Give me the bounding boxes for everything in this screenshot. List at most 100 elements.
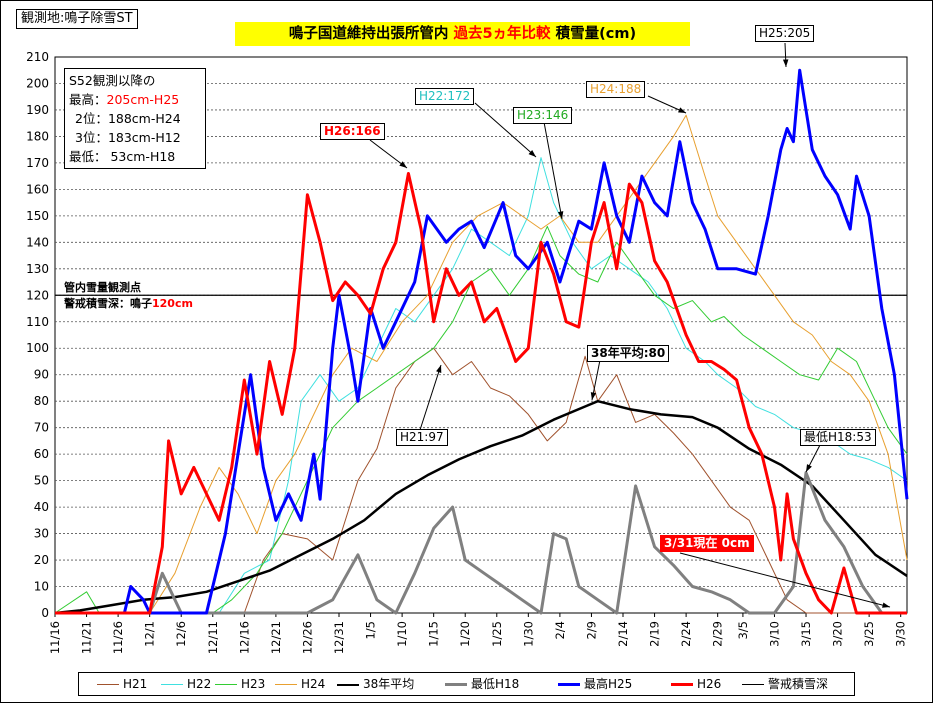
y-tick-label: 150 (26, 209, 49, 223)
legend-item-H22: H22 (161, 676, 211, 692)
legend-label: 警戒積雪深 (768, 677, 829, 691)
chart-legend: H21 H22 H23 H24 38年平均 最低H18 最高H25 H26 警戒積雪深 (78, 672, 855, 696)
x-tick-label: 3/10 (767, 621, 781, 647)
y-tick-label: 30 (34, 527, 49, 541)
legend-swatch (337, 683, 359, 686)
legend-swatch (558, 683, 580, 686)
y-tick-label: 200 (26, 76, 49, 90)
y-tick-label: 210 (26, 50, 49, 64)
legend-item-minH18: 最低H18 (445, 676, 519, 692)
arrow-h22-head (528, 149, 536, 157)
arrow-min-h18-head (806, 464, 812, 472)
legend-item-H24: H24 (275, 676, 325, 692)
callout-h24: H24:188 (586, 81, 646, 98)
threshold-line1: 管内雪量観測点 (64, 281, 141, 294)
x-tick-label: 12/11 (206, 621, 220, 654)
x-tick-label: 11/26 (111, 621, 125, 654)
legend-swatch (445, 683, 467, 686)
series-line-minH18 (55, 471, 907, 615)
legend-swatch (275, 684, 297, 685)
x-tick-label: 12/1 (143, 621, 157, 647)
title-metric: 積雪量(cm) (555, 26, 637, 42)
legend-label: H22 (187, 677, 212, 691)
x-tick-label: 12/16 (237, 621, 251, 654)
x-tick-label: 3/20 (831, 621, 845, 647)
arrow-h26 (369, 139, 408, 169)
callout-h22: H22:172 (415, 88, 475, 105)
threshold-value: 120cm (152, 297, 193, 310)
y-tick-label: 110 (26, 315, 49, 329)
stats-second: 2位：188cm-H24 (75, 111, 181, 126)
x-tick-label: 12/21 (269, 621, 283, 654)
legend-item-avg38: 38年平均 (337, 676, 414, 692)
x-tick-label: 1/25 (490, 621, 504, 647)
x-tick-label: 2/24 (679, 621, 693, 647)
y-tick-label: 170 (26, 156, 49, 170)
series-line-H24 (55, 114, 908, 614)
x-tick-label: 3/5 (736, 621, 750, 640)
y-tick-label: 130 (26, 262, 49, 276)
y-tick-label: 80 (34, 394, 49, 408)
stats-max-value: 205cm-H25 (106, 92, 180, 107)
y-tick-label: 40 (34, 500, 49, 514)
threshold-line2: 警戒積雪深：鳴子120cm (64, 296, 193, 312)
arrow-h23-head (557, 211, 564, 219)
legend-item-H21: H21 (97, 676, 147, 692)
title-main: 鳴子国道維持出張所管内 (288, 26, 449, 42)
threshold-annotation: 管内雪量観測点 警戒積雪深：鳴子120cm (64, 280, 193, 312)
y-tick-label: 180 (26, 129, 49, 143)
arrow-h22 (474, 102, 537, 158)
arrow-h26-head (399, 161, 407, 168)
callout-h26: H26:166 (320, 123, 385, 140)
y-tick-label: 120 (26, 288, 49, 302)
callout-min-h18: 最低H18:53 (800, 429, 876, 446)
y-tick-label: 140 (26, 235, 49, 249)
x-tick-label: 3/15 (799, 621, 813, 647)
legend-swatch (671, 683, 693, 686)
legend-label: 最高H25 (584, 677, 633, 691)
threshold-prefix: 警戒積雪深：鳴子 (64, 297, 152, 310)
stats-heading: S52観測以降の (69, 73, 156, 88)
legend-label: 38年平均 (363, 677, 415, 691)
series-line-H26 (55, 172, 907, 615)
chart-title: 鳴子国道維持出張所管内 過去5ヵ年比較 積雪量(cm) (235, 22, 690, 46)
y-tick-label: 100 (26, 341, 49, 355)
record-stats-box: S52観測以降の 最高：205cm-H25 2位：188cm-H24 3位：18… (64, 68, 206, 169)
y-tick-label: 20 (34, 553, 49, 567)
arrow-h21 (419, 364, 442, 431)
stats-max-label: 最高： (69, 92, 107, 107)
legend-label: H26 (697, 677, 722, 691)
title-compare: 過去5ヵ年比較 (453, 26, 551, 42)
x-tick-label: 12/26 (300, 621, 314, 654)
station-label: 観測地:鳴子除雪ST (16, 9, 138, 29)
y-tick-label: 60 (34, 447, 49, 461)
arrow-h25-head (782, 59, 789, 67)
x-tick-label: 2/9 (584, 621, 598, 640)
arrow-avg-head (590, 392, 597, 400)
callout-h23: H23:146 (513, 107, 573, 124)
legend-swatch (742, 684, 764, 685)
y-tick-label: 50 (34, 474, 49, 488)
x-tick-label: 1/10 (395, 621, 409, 647)
legend-item-H23: H23 (215, 676, 265, 692)
y-tick-label: 70 (34, 421, 49, 435)
x-tick-label: 2/14 (616, 621, 630, 647)
stats-min: 最低： 53cm-H18 (69, 149, 176, 164)
legend-label: H24 (301, 677, 326, 691)
callout-h21: H21:97 (396, 429, 448, 446)
x-tick-label: 1/15 (427, 621, 441, 647)
legend-label: H21 (123, 677, 148, 691)
series-line-H22 (55, 157, 908, 614)
x-tick-label: 1/20 (458, 621, 472, 647)
arrow-h23 (543, 121, 563, 220)
callout-current: 3/31現在 0cm (660, 535, 754, 552)
x-tick-label: 12/6 (174, 621, 188, 647)
legend-item-H26: H26 (671, 676, 721, 692)
legend-swatch (161, 684, 183, 685)
legend-label: H23 (241, 677, 266, 691)
callout-h25: H25:205 (755, 25, 815, 42)
stats-third: 3位：183cm-H12 (75, 130, 181, 145)
x-tick-label: 3/25 (862, 621, 876, 647)
x-tick-label: 2/19 (648, 621, 662, 647)
legend-item-threshold: 警戒積雪深 (742, 676, 828, 692)
